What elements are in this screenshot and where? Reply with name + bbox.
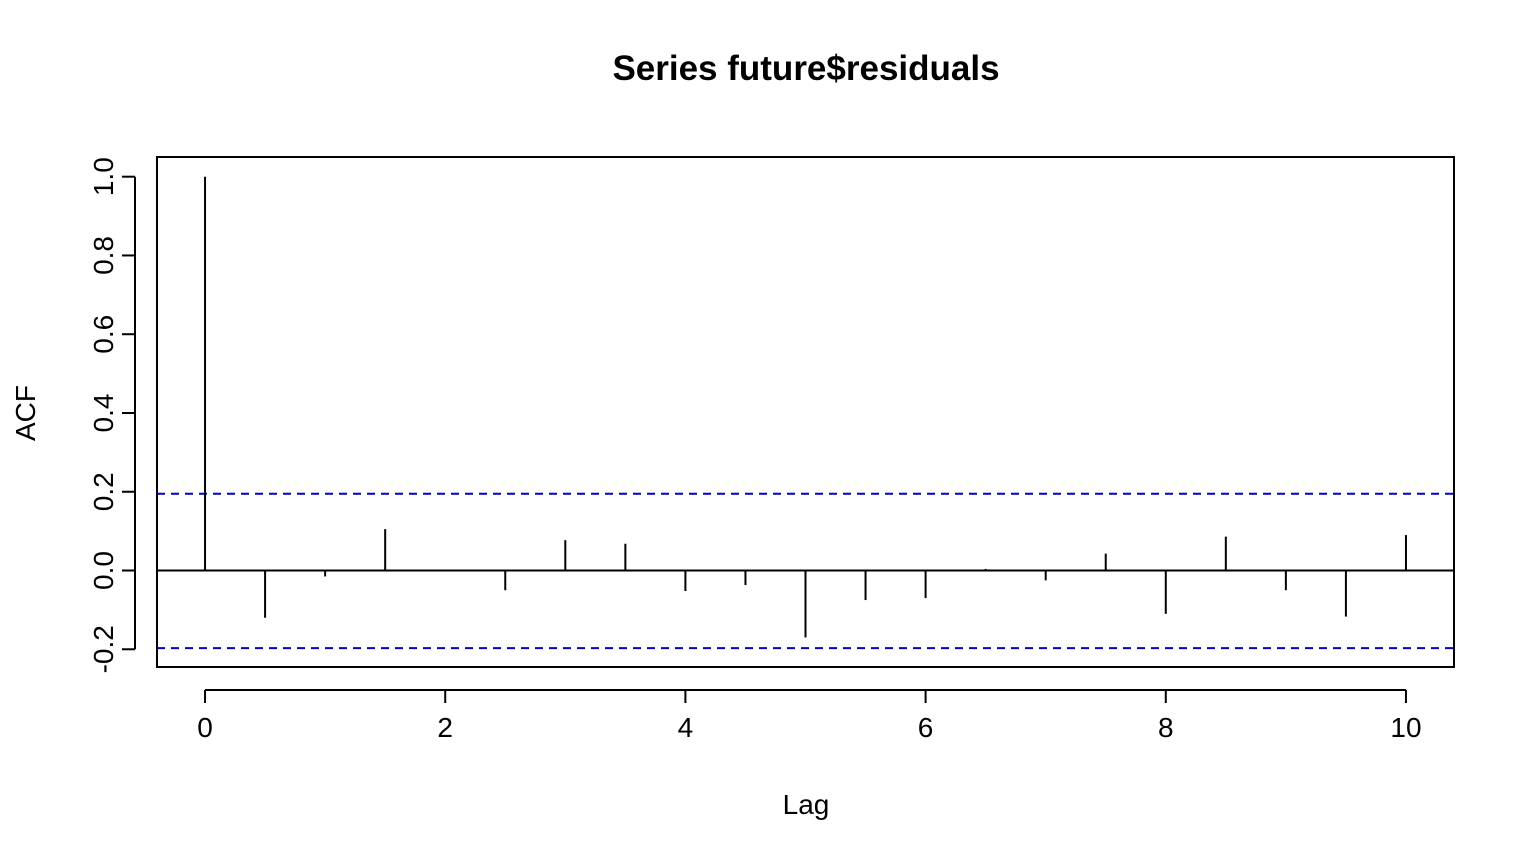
y-tick-label: 0.4 xyxy=(88,394,119,433)
y-axis: -0.2 0.0 0.2 0.4 0.6 0.8 1.0 xyxy=(88,157,136,673)
x-tick-label: 4 xyxy=(678,712,694,743)
y-tick-label: 0.6 xyxy=(88,315,119,354)
x-axis: 0 2 4 6 8 10 xyxy=(197,689,1422,743)
y-tick-label: 1.0 xyxy=(88,157,119,196)
y-axis-label: ACF xyxy=(10,385,41,441)
x-tick-label: 10 xyxy=(1390,712,1421,743)
y-tick-label: 0.8 xyxy=(88,236,119,275)
plot-area xyxy=(156,156,1455,668)
x-tick-label: 2 xyxy=(437,712,453,743)
plot-frame xyxy=(156,156,1455,668)
y-tick-label: 0.2 xyxy=(88,472,119,511)
y-tick-label: -0.2 xyxy=(88,625,119,673)
y-tick-label: 0.0 xyxy=(88,551,119,590)
chart-title: Series future$residuals xyxy=(612,49,999,88)
x-axis-label: Lag xyxy=(783,789,830,820)
x-tick-label: 8 xyxy=(1158,712,1174,743)
x-tick-label: 0 xyxy=(197,712,213,743)
x-tick-label: 6 xyxy=(918,712,934,743)
